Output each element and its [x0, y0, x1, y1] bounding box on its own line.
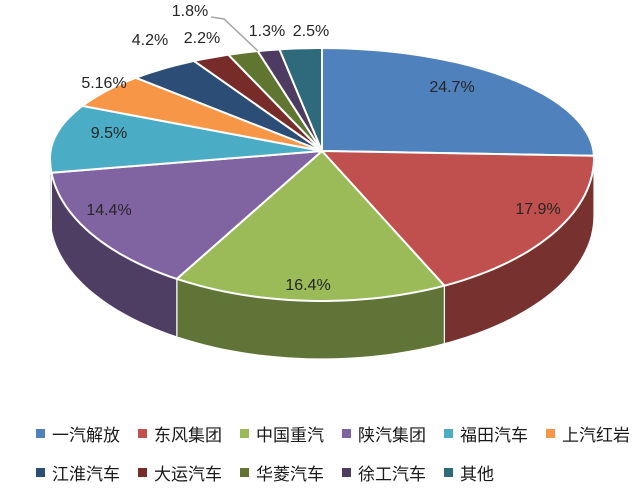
legend-swatch — [342, 467, 351, 477]
legend-row-2: 江淮汽车 大运汽车 华菱汽车 徐工汽车 其他 — [36, 463, 494, 484]
legend-label: 中国重汽 — [256, 425, 324, 445]
label-leader-line — [210, 16, 259, 52]
slice-label: 14.4% — [86, 202, 132, 219]
legend-label: 徐工汽车 — [358, 464, 426, 484]
slice-label: 2.5% — [292, 23, 330, 40]
legend-swatch — [36, 428, 45, 438]
legend-item: 华菱汽车 — [240, 460, 324, 485]
slice-label: 1.3% — [248, 23, 286, 40]
legend-swatch — [342, 428, 351, 438]
slice-label: 1.8% — [171, 3, 209, 20]
slice-label: 9.5% — [90, 125, 128, 142]
legend-label: 东风集团 — [154, 425, 222, 445]
legend-swatch — [546, 428, 555, 438]
legend-label: 上汽红岩 — [562, 425, 630, 445]
legend-swatch — [36, 467, 45, 477]
legend-item: 江淮汽车 — [36, 460, 120, 485]
legend-label: 其他 — [460, 464, 494, 484]
legend-swatch — [444, 428, 453, 438]
legend-swatch — [444, 467, 453, 477]
legend-label: 陕汽集团 — [358, 425, 426, 445]
pie-slices — [49, 47, 595, 302]
slice-label: 5.16% — [81, 75, 127, 92]
slice-label: 17.9% — [515, 201, 561, 218]
slice-label: 4.2% — [131, 32, 169, 49]
legend-label: 江淮汽车 — [52, 464, 120, 484]
legend-label: 华菱汽车 — [256, 464, 324, 484]
legend-item: 大运汽车 — [138, 460, 222, 485]
legend-item: 上汽红岩 — [546, 421, 630, 446]
slice-label: 16.4% — [285, 277, 331, 294]
legend-item: 中国重汽 — [240, 421, 324, 446]
legend-swatch — [138, 428, 147, 438]
slice-label: 2.2% — [183, 30, 221, 47]
legend-item: 徐工汽车 — [342, 460, 426, 485]
legend-item: 一汽解放 — [36, 421, 120, 446]
legend-item: 陕汽集团 — [342, 421, 426, 446]
legend-item: 其他 — [444, 460, 494, 485]
pie-chart — [49, 16, 595, 360]
legend-swatch — [240, 467, 249, 477]
legend-item: 福田汽车 — [444, 421, 528, 446]
legend-swatch — [138, 467, 147, 477]
legend-swatch — [240, 428, 249, 438]
legend-label: 大运汽车 — [154, 464, 222, 484]
legend-row-1: 一汽解放 东风集团 中国重汽 陕汽集团 福田汽车 上汽红岩 — [36, 424, 630, 445]
legend-label: 福田汽车 — [460, 425, 528, 445]
slice-label: 24.7% — [429, 79, 475, 96]
legend-item: 东风集团 — [138, 421, 222, 446]
legend-label: 一汽解放 — [52, 425, 120, 445]
